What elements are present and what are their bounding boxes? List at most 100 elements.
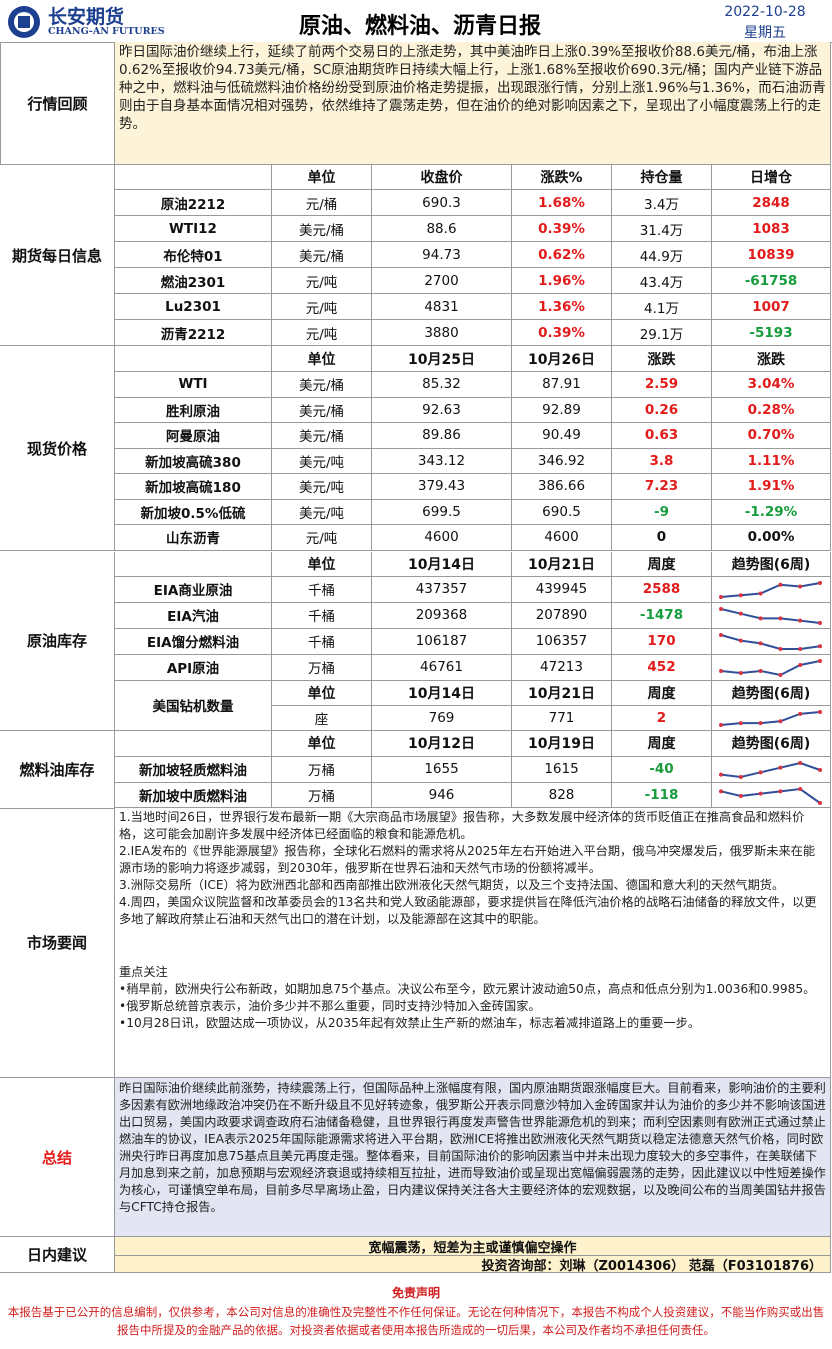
paragraph: 4.周四，美国众议院监督和改革委员会的13名共和党人致函能源部，要求提供旨在降低… bbox=[119, 895, 817, 926]
cell: 828 bbox=[512, 782, 612, 808]
logo-icon bbox=[8, 6, 40, 38]
cell: 769 bbox=[372, 705, 512, 731]
advice-text: 宽幅震荡，短差为主或谨慎偏空操作 bbox=[115, 1237, 831, 1256]
trend-point bbox=[738, 611, 743, 616]
cell: 85.32 bbox=[372, 372, 512, 398]
section-label: 行情回顾 bbox=[0, 42, 115, 165]
cell: 万桶 bbox=[272, 654, 372, 681]
cell: 元/桶 bbox=[272, 190, 372, 216]
sparkline bbox=[718, 659, 822, 677]
cell: Lu2301 bbox=[115, 294, 272, 320]
cell: -1478 bbox=[612, 602, 712, 629]
column-header: 周度 bbox=[612, 680, 712, 706]
trend-point bbox=[817, 581, 822, 585]
cell: 新加坡轻质燃料油 bbox=[115, 757, 272, 783]
cell: 新加坡0.5%低硫 bbox=[115, 499, 272, 525]
cell: 90.49 bbox=[512, 423, 612, 449]
trend-point bbox=[718, 772, 723, 777]
trend-cell bbox=[712, 705, 831, 731]
trend-point bbox=[718, 607, 723, 611]
trend-line bbox=[720, 762, 820, 779]
cell: 1.91% bbox=[712, 474, 831, 500]
paragraph: •俄罗斯总统普京表示，油价多少并不那么重要，同时支持沙特加入金砖国家。 bbox=[119, 999, 541, 1013]
trend-point bbox=[758, 616, 763, 621]
trend-point bbox=[777, 719, 782, 724]
trend-point bbox=[718, 595, 723, 599]
column-header: 10月21日 bbox=[512, 551, 612, 577]
trend-line bbox=[720, 582, 820, 598]
sparkline bbox=[718, 710, 822, 727]
column-header: 单位 bbox=[272, 680, 372, 706]
column-header: 单位 bbox=[272, 551, 372, 577]
cell: 元/吨 bbox=[272, 294, 372, 320]
section-label: 市场要闻 bbox=[0, 808, 115, 1078]
column-header: 涨跌 bbox=[612, 346, 712, 372]
blank bbox=[115, 346, 272, 372]
cell: 4600 bbox=[372, 525, 512, 551]
review-text: 昨日国际油价继续上行，延续了前两个交易日的上涨走势，其中美油昨日上涨0.39%至… bbox=[115, 42, 831, 165]
trend-cell bbox=[712, 576, 831, 603]
cell: 699.5 bbox=[372, 499, 512, 525]
news-body: 1.当地时间26日，世界银行发布最新一期《大宗商品市场展望》报告称，大多数发展中… bbox=[115, 808, 831, 1078]
blank bbox=[115, 165, 272, 190]
advice-contact: 投资咨询部：刘琳（Z0014306） 范磊（F03101876） bbox=[115, 1256, 831, 1273]
cell: 106187 bbox=[372, 628, 512, 655]
cell: EIA馏分燃料油 bbox=[115, 628, 272, 655]
trend-point bbox=[817, 621, 822, 625]
cell: 209368 bbox=[372, 602, 512, 629]
cell: 山东沥青 bbox=[115, 525, 272, 551]
column-header: 收盘价 bbox=[372, 165, 512, 190]
trend-point bbox=[797, 711, 802, 716]
cell: 7.23 bbox=[612, 474, 712, 500]
trend-point bbox=[718, 669, 723, 673]
cell: 座 bbox=[272, 705, 372, 731]
trend-point bbox=[718, 633, 723, 637]
cell: -118 bbox=[612, 782, 712, 808]
trend-point bbox=[797, 663, 802, 667]
sparkline bbox=[718, 761, 822, 780]
cell: 92.89 bbox=[512, 397, 612, 423]
trend-point bbox=[817, 659, 822, 663]
trend-point bbox=[777, 647, 782, 651]
column-header: 趋势图(6周) bbox=[712, 551, 831, 577]
cell: 元/吨 bbox=[272, 320, 372, 346]
trend-line bbox=[720, 787, 821, 804]
trend-point bbox=[758, 791, 763, 796]
column-header: 10月19日 bbox=[512, 730, 612, 757]
cell: 美元/吨 bbox=[272, 474, 372, 500]
trend-point bbox=[758, 721, 763, 726]
column-header: 涨跌% bbox=[512, 165, 612, 190]
cell: 343.12 bbox=[372, 448, 512, 474]
trend-cell bbox=[712, 628, 831, 655]
cell: 690.5 bbox=[512, 499, 612, 525]
cell: -1.29% bbox=[712, 499, 831, 525]
trend-point bbox=[758, 641, 763, 646]
sparkline bbox=[718, 581, 822, 599]
cell: 1.96% bbox=[512, 268, 612, 294]
trend-point bbox=[738, 638, 743, 643]
cell: 690.3 bbox=[372, 190, 512, 216]
cell: 阿曼原油 bbox=[115, 423, 272, 449]
cell: 2848 bbox=[712, 190, 831, 216]
cell: 元/吨 bbox=[272, 525, 372, 551]
cell: 379.43 bbox=[372, 474, 512, 500]
cell: 0.62% bbox=[512, 242, 612, 268]
trend-cell bbox=[712, 654, 831, 681]
trend-point bbox=[797, 647, 802, 651]
cell: 1655 bbox=[372, 757, 512, 783]
cell: 原油2212 bbox=[115, 190, 272, 216]
cell: 千桶 bbox=[272, 628, 372, 655]
cell: 2700 bbox=[372, 268, 512, 294]
cell: 29.1万 bbox=[612, 320, 712, 346]
sparkline bbox=[718, 607, 822, 625]
trend-point bbox=[738, 793, 743, 798]
trend-cell bbox=[712, 782, 831, 808]
cell: 新加坡中质燃料油 bbox=[115, 782, 272, 808]
column-header: 涨跌 bbox=[712, 346, 831, 372]
cell: 美元/桶 bbox=[272, 372, 372, 398]
cell: 0.39% bbox=[512, 320, 612, 346]
cell: WTI bbox=[115, 372, 272, 398]
cell: 386.66 bbox=[512, 474, 612, 500]
cell: 3.8 bbox=[612, 448, 712, 474]
cell: 346.92 bbox=[512, 448, 612, 474]
